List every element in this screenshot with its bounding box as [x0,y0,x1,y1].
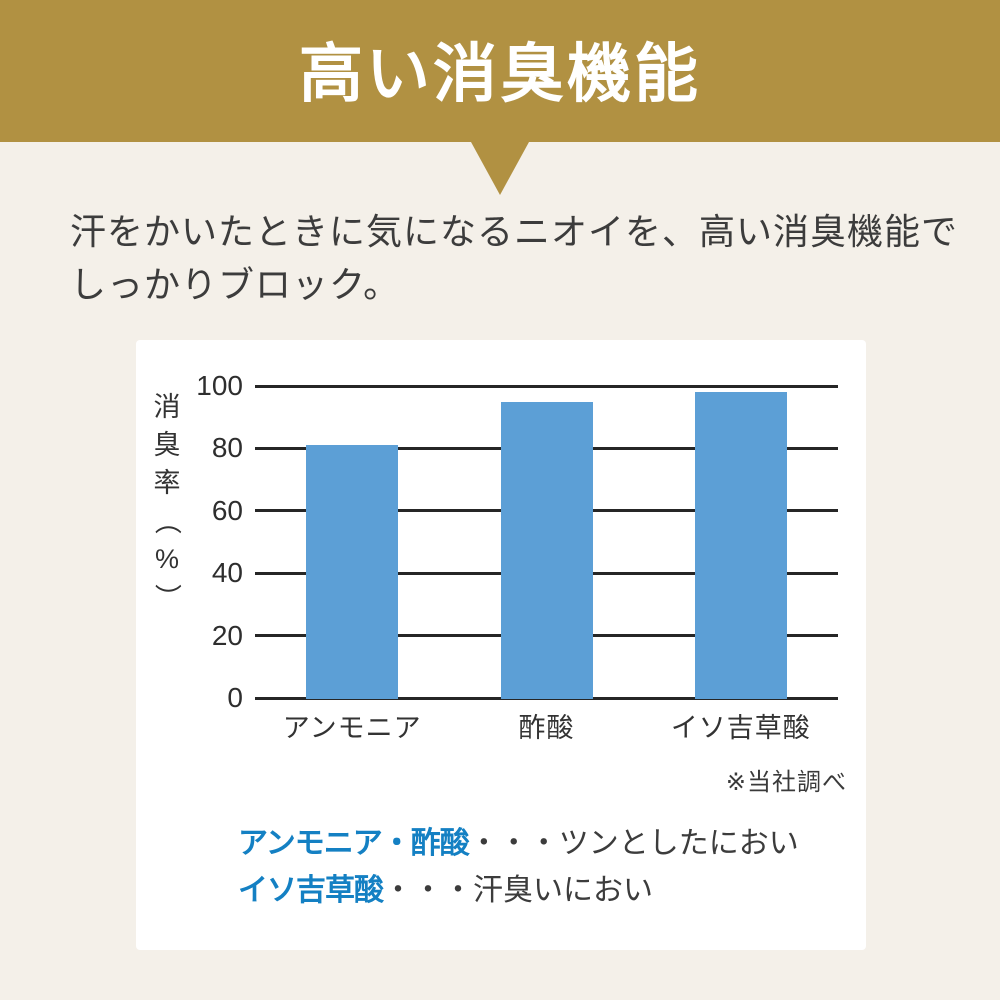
title-banner: 高い消臭機能 [0,0,1000,142]
y-axis-title-char: 臭 [153,430,181,460]
legend-line-2: イソ吉草酸・・・汗臭いにおい [238,867,799,914]
y-axis-title: 消臭率（%） [152,388,182,616]
y-axis-title-char: % [154,544,179,574]
chart-card: 消臭率（%） アンモニア 酢酸 イソ吉草酸 ※当社調べ アンモニア・酢酸・・・ツンと… [136,340,866,950]
intro-line-1: 汗をかいたときに気になるニオイを、高い消臭機能で [70,211,959,252]
legend-desc: ・・・ツンとしたにおい [468,827,799,860]
y-tick-label-0: 0 [227,682,243,713]
odor-legend: アンモニア・酢酸・・・ツンとしたにおい イソ吉草酸・・・汗臭いにおい [238,820,799,914]
chart-bar-1 [306,445,399,699]
page-title: 高い消臭機能 [299,38,701,110]
y-axis-title-char: 消 [153,392,181,422]
y-axis-title-char: 率 [153,468,181,498]
legend-desc: ・・・汗臭いにおい [383,874,653,907]
y-tick-label-100: 100 [196,370,243,401]
intro-text: 汗をかいたときに気になるニオイを、高い消臭機能で しっかりブロック。 [70,205,958,311]
x-tick-label-1: アンモニア [282,713,422,743]
plot-area [255,384,838,700]
legend-term: アンモニア・酢酸 [238,827,470,860]
y-tick-label-20: 20 [211,619,243,651]
y-tick-label-80: 80 [211,432,243,464]
chart-bar-2 [500,401,593,699]
legend-term: イソ吉草酸 [238,874,384,907]
y-tick-label-60: 60 [211,494,243,526]
source-note: ※当社調べ [725,769,847,796]
legend-line-1: アンモニア・酢酸・・・ツンとしたにおい [238,820,799,867]
x-tick-label-3: イソ吉草酸 [670,713,811,743]
gridline-100 [255,384,838,388]
x-tick-label-2: 酢酸 [518,713,575,743]
banner-pointer-triangle [471,142,529,195]
x-axis-labels: アンモニア 酢酸 イソ吉草酸 [255,706,838,745]
y-tick-label-40: 40 [211,557,243,589]
intro-line-2: しっかりブロック。 [70,264,401,305]
chart-bar-3 [694,392,787,699]
